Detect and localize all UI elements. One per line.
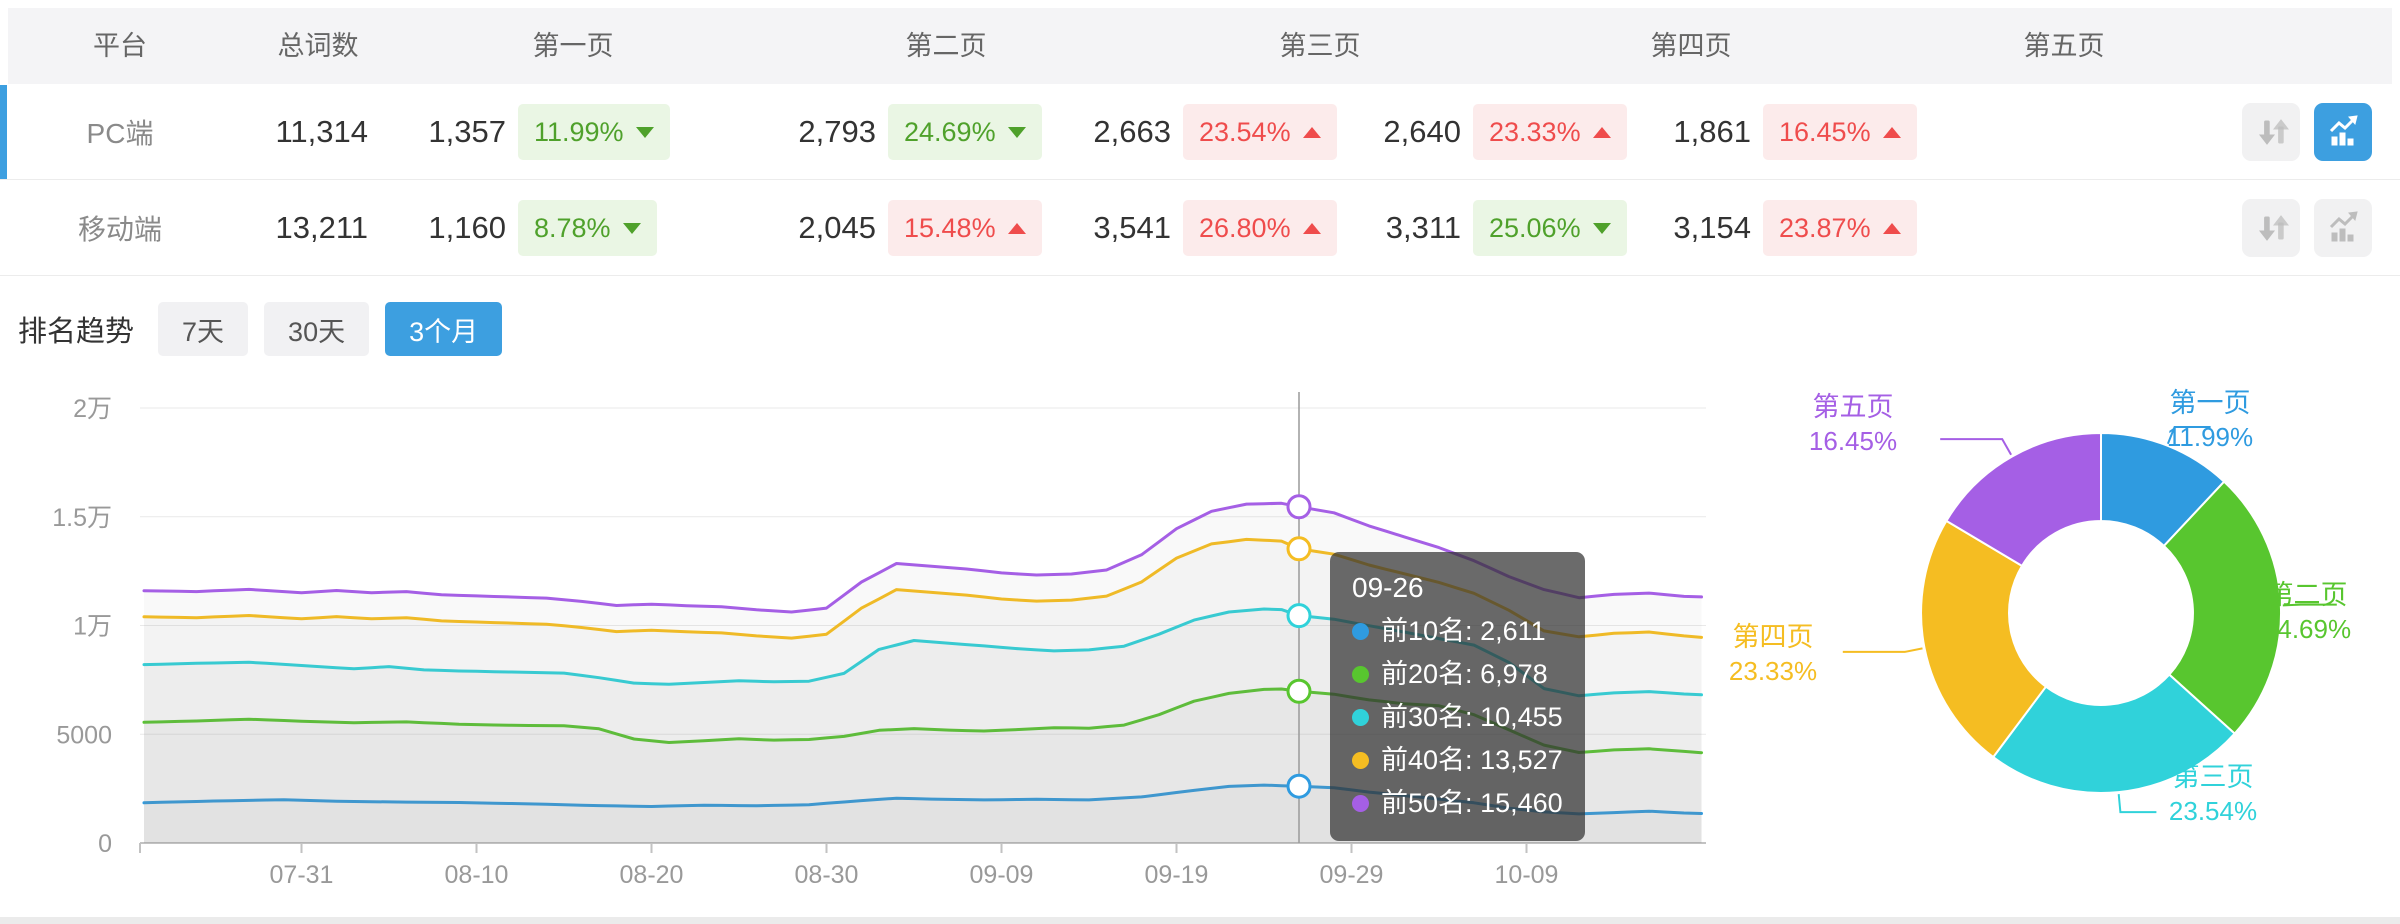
table-row[interactable]: 移动端 13,211 1,160 8.78% 2,045 15.48% 3,54… — [0, 181, 2400, 276]
svg-text:0: 0 — [98, 830, 112, 858]
sort-arrows-icon — [2258, 215, 2289, 241]
donut-chart-svg[interactable] — [1700, 380, 2400, 924]
svg-text:08-10: 08-10 — [445, 861, 509, 889]
donut-label-page5: 第五页 16.45% — [1808, 392, 1898, 456]
series-dot-icon — [1352, 666, 1369, 683]
bottom-divider — [0, 917, 2400, 924]
trend-section-header: 排名趋势 7天 30天 3个月 — [18, 302, 503, 356]
donut-label-page1: 第一页 11.99% — [2166, 388, 2254, 452]
svg-text:07-31: 07-31 — [270, 861, 334, 889]
tab-7days[interactable]: 7天 — [158, 302, 249, 356]
tooltip-date: 09-26 — [1352, 572, 1424, 603]
tooltip-item: 前10名: 2,611 — [1352, 610, 1563, 653]
series-dot-icon — [1352, 752, 1369, 769]
change-badge: 25.06% — [1473, 200, 1627, 256]
platform-cell: 移动端 — [77, 214, 162, 245]
svg-text:1.5万: 1.5万 — [52, 504, 112, 532]
tab-3months[interactable]: 3个月 — [385, 302, 503, 356]
sort-button[interactable] — [2242, 103, 2300, 161]
trend-title: 排名趋势 — [18, 316, 135, 348]
svg-text:09-09: 09-09 — [970, 861, 1034, 889]
change-badge: 26.80% — [1183, 200, 1337, 256]
change-badge: 11.99% — [518, 104, 670, 160]
svg-text:08-30: 08-30 — [795, 861, 859, 889]
col-header-page4: 第四页 — [1650, 31, 1732, 61]
tooltip-item: 前40名: 13,527 — [1352, 739, 1563, 782]
trend-arrow-icon — [1007, 126, 1026, 138]
col-header-page5: 第五页 — [2023, 31, 2105, 61]
svg-text:09-29: 09-29 — [1320, 861, 1384, 889]
page3-count-cell: 3,541 — [1093, 210, 1171, 245]
donut-label-page3: 第三页 23.54% — [2168, 762, 2258, 826]
page2-count-cell: 2,045 — [798, 210, 876, 245]
col-header-platform: 平台 — [93, 31, 147, 61]
col-header-page3: 第三页 — [1279, 31, 1361, 61]
col-header-total: 总词数 — [277, 31, 359, 61]
trend-chart-button[interactable] — [2314, 103, 2372, 161]
donut-label-page2: 第二页 24.69% — [2262, 580, 2352, 644]
tooltip-item: 前30名: 10,455 — [1352, 696, 1563, 739]
trend-arrow-icon — [635, 126, 654, 138]
trend-arrow-icon — [1882, 222, 1901, 234]
total-words-cell: 11,314 — [275, 114, 368, 149]
line-chart-svg[interactable]: 0 5000 1万 1.5万 2万 07-31 08-10 08-20 08-30 09-09 09… — [0, 380, 1760, 924]
trend-arrow-icon — [1302, 222, 1321, 234]
page3-count-cell: 2,663 — [1093, 114, 1171, 149]
svg-text:2万: 2万 — [73, 395, 112, 423]
table-header: 平台 总词数 第一页 第二页 第三页 第四页 第五页 — [8, 8, 2392, 84]
svg-text:10-09: 10-09 — [1495, 861, 1559, 889]
change-badge: 24.69% — [888, 104, 1042, 160]
trend-chart-icon — [2329, 211, 2358, 242]
svg-text:1万: 1万 — [73, 613, 112, 641]
trend-arrow-icon — [1882, 126, 1901, 138]
tab-30days[interactable]: 30天 — [264, 302, 370, 356]
page2-count-cell: 2,793 — [798, 114, 876, 149]
series-dot-icon — [1352, 795, 1369, 812]
svg-text:09-19: 09-19 — [1145, 861, 1209, 889]
donut-label-page4: 第四页 23.33% — [1728, 622, 1818, 686]
page1-count-cell: 1,357 — [428, 114, 506, 149]
trend-arrow-icon — [1007, 222, 1026, 234]
col-header-page2: 第二页 — [905, 31, 987, 61]
change-badge: 23.33% — [1473, 104, 1627, 160]
page5-count-cell: 1,861 — [1673, 114, 1751, 149]
page4-count-cell: 2,640 — [1383, 114, 1461, 149]
trend-chart-button[interactable] — [2314, 199, 2372, 257]
sort-button[interactable] — [2242, 199, 2300, 257]
svg-text:08-20: 08-20 — [620, 861, 684, 889]
rank-trend-line-chart: 0 5000 1万 1.5万 2万 07-31 08-10 08-20 08-30 09-09 09… — [0, 380, 1760, 924]
series-dot-icon — [1352, 709, 1369, 726]
trend-arrow-icon — [1592, 222, 1611, 234]
svg-text:5000: 5000 — [56, 721, 112, 749]
series-dot-icon — [1352, 623, 1369, 640]
platform-cell: PC端 — [86, 118, 154, 149]
col-header-page1: 第一页 — [532, 31, 614, 61]
trend-chart-icon — [2329, 115, 2358, 146]
tooltip-item: 前20名: 6,978 — [1352, 653, 1563, 696]
table-row[interactable]: PC端 11,314 1,357 11.99% 2,793 24.69% 2,6… — [0, 85, 2400, 180]
tooltip-item: 前50名: 15,460 — [1352, 782, 1563, 825]
sort-arrows-icon — [2258, 119, 2289, 145]
page-distribution-donut-chart — [1700, 380, 2400, 924]
total-words-cell: 13,211 — [275, 210, 368, 245]
change-badge: 15.48% — [888, 200, 1042, 256]
change-badge: 23.54% — [1183, 104, 1337, 160]
trend-arrow-icon — [1592, 126, 1611, 138]
page4-count-cell: 3,311 — [1385, 210, 1461, 245]
page1-count-cell: 1,160 — [428, 210, 506, 245]
change-badge: 16.45% — [1763, 104, 1917, 160]
trend-arrow-icon — [622, 222, 641, 234]
chart-tooltip: 09-26 前10名: 2,611 前20名: 6,978 前30名: 10,4… — [1330, 552, 1585, 841]
change-badge: 23.87% — [1763, 200, 1917, 256]
page5-count-cell: 3,154 — [1673, 210, 1751, 245]
trend-arrow-icon — [1302, 126, 1321, 138]
change-badge: 8.78% — [518, 200, 657, 256]
